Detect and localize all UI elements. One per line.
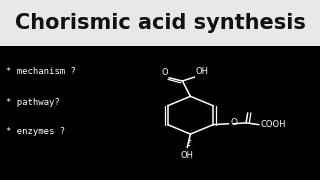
Text: Chorismic acid synthesis: Chorismic acid synthesis [15, 13, 305, 33]
Text: OH: OH [181, 151, 194, 160]
Text: O: O [230, 118, 237, 127]
Text: OH: OH [196, 67, 209, 76]
Text: * mechanism ?: * mechanism ? [6, 68, 76, 76]
Text: * pathway?: * pathway? [6, 98, 60, 107]
Text: COOH: COOH [260, 120, 286, 129]
Text: * enzymes ?: * enzymes ? [6, 127, 66, 136]
Text: O: O [162, 68, 168, 77]
Bar [0, 0, 320, 46]
